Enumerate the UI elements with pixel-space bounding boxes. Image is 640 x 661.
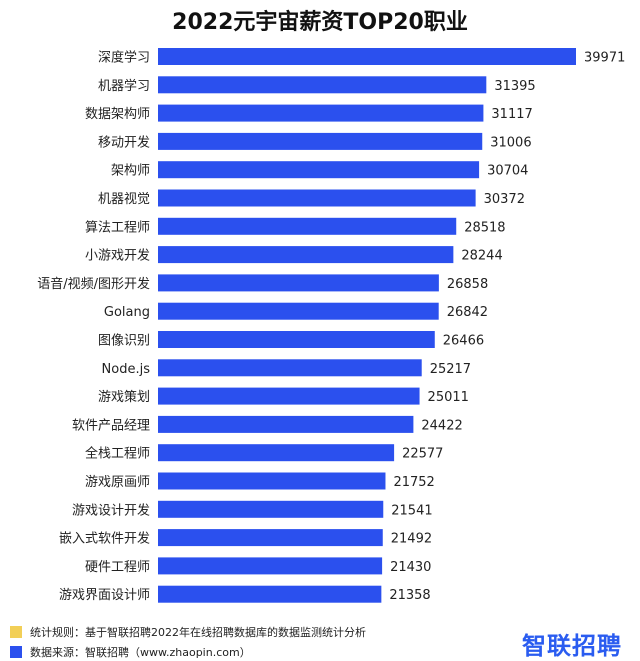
category-label: 语音/视频/图形开发	[37, 276, 150, 292]
category-label: 游戏设计开发	[72, 502, 150, 518]
note-data-source-text: 数据来源：智联招聘（www.zhaopin.com）	[30, 646, 251, 659]
bar	[158, 557, 383, 575]
category-label: 算法工程师	[85, 220, 150, 235]
bar	[158, 76, 487, 94]
footer: 统计规则：基于智联招聘2022年在线招聘数据库的数据监测统计分析 数据来源：智联…	[10, 622, 630, 660]
value-label: 30704	[487, 164, 528, 179]
value-label: 21492	[391, 532, 432, 547]
value-label: 25011	[428, 390, 469, 405]
note-data-source: 数据来源：智联招聘（www.zhaopin.com）	[10, 644, 251, 660]
category-label: 全栈工程师	[85, 446, 150, 462]
brand-logo: 智联招聘	[522, 632, 622, 660]
value-label: 21541	[391, 503, 432, 518]
value-label: 39971	[584, 51, 625, 66]
value-label: 31395	[494, 79, 535, 94]
category-label: 机器视觉	[98, 192, 150, 207]
bar	[158, 529, 383, 547]
bar	[158, 302, 439, 320]
category-label: 小游戏开发	[85, 248, 150, 264]
value-label: 26858	[447, 277, 488, 292]
bar	[158, 246, 454, 264]
bar	[158, 274, 439, 292]
value-label: 28244	[461, 249, 502, 264]
bar	[158, 359, 422, 377]
value-label: 31117	[491, 107, 532, 122]
bar	[158, 444, 395, 462]
value-label: 25217	[430, 362, 471, 377]
value-label: 21752	[393, 475, 434, 490]
category-label: 软件产品经理	[72, 418, 150, 433]
value-label: 22577	[402, 447, 443, 462]
note-statistics-rule: 统计规则：基于智联招聘2022年在线招聘数据库的数据监测统计分析	[10, 624, 366, 640]
value-label: 28518	[464, 220, 505, 235]
value-label: 31006	[490, 135, 531, 150]
category-label: 数据架构师	[85, 107, 150, 122]
bar	[158, 104, 484, 122]
note-statistics-rule-text: 统计规则：基于智联招聘2022年在线招聘数据库的数据监测统计分析	[30, 626, 366, 639]
category-label: Golang	[104, 305, 150, 320]
category-label: 游戏原画师	[85, 475, 150, 490]
category-label: 机器学习	[98, 78, 150, 94]
category-label: 游戏界面设计师	[59, 588, 150, 603]
category-label: 架构师	[111, 164, 150, 179]
bar	[158, 415, 414, 433]
bar	[158, 161, 480, 179]
bar	[158, 132, 483, 150]
yellow-square-icon	[10, 626, 22, 638]
bar	[158, 189, 476, 207]
category-label: Node.js	[102, 362, 151, 377]
category-label: 移动开发	[98, 134, 150, 150]
bar	[158, 48, 576, 65]
value-label: 30372	[484, 192, 525, 207]
value-label: 21358	[389, 588, 430, 603]
value-label: 24422	[421, 418, 462, 433]
value-label: 21430	[390, 560, 431, 575]
bar-chart: 深度学习 39971 机器学习 31395 数据架构师 31117 移动开发 31006 架构师…	[37, 48, 625, 603]
bar	[158, 387, 420, 405]
bar	[158, 331, 435, 348]
blue-square-icon	[10, 646, 22, 658]
bar	[158, 472, 386, 490]
category-label: 深度学习	[98, 50, 150, 66]
category-label: 硬件工程师	[85, 560, 150, 575]
category-label: 游戏策划	[98, 389, 150, 405]
category-label: 嵌入式软件开发	[59, 531, 150, 547]
bar	[158, 500, 384, 518]
bar	[158, 585, 382, 603]
value-label: 26466	[443, 334, 484, 349]
category-label: 图像识别	[98, 334, 150, 349]
bar	[158, 217, 457, 235]
chart-title: 2022元宇宙薪资TOP20职业	[172, 10, 468, 35]
value-label: 26842	[447, 305, 488, 320]
